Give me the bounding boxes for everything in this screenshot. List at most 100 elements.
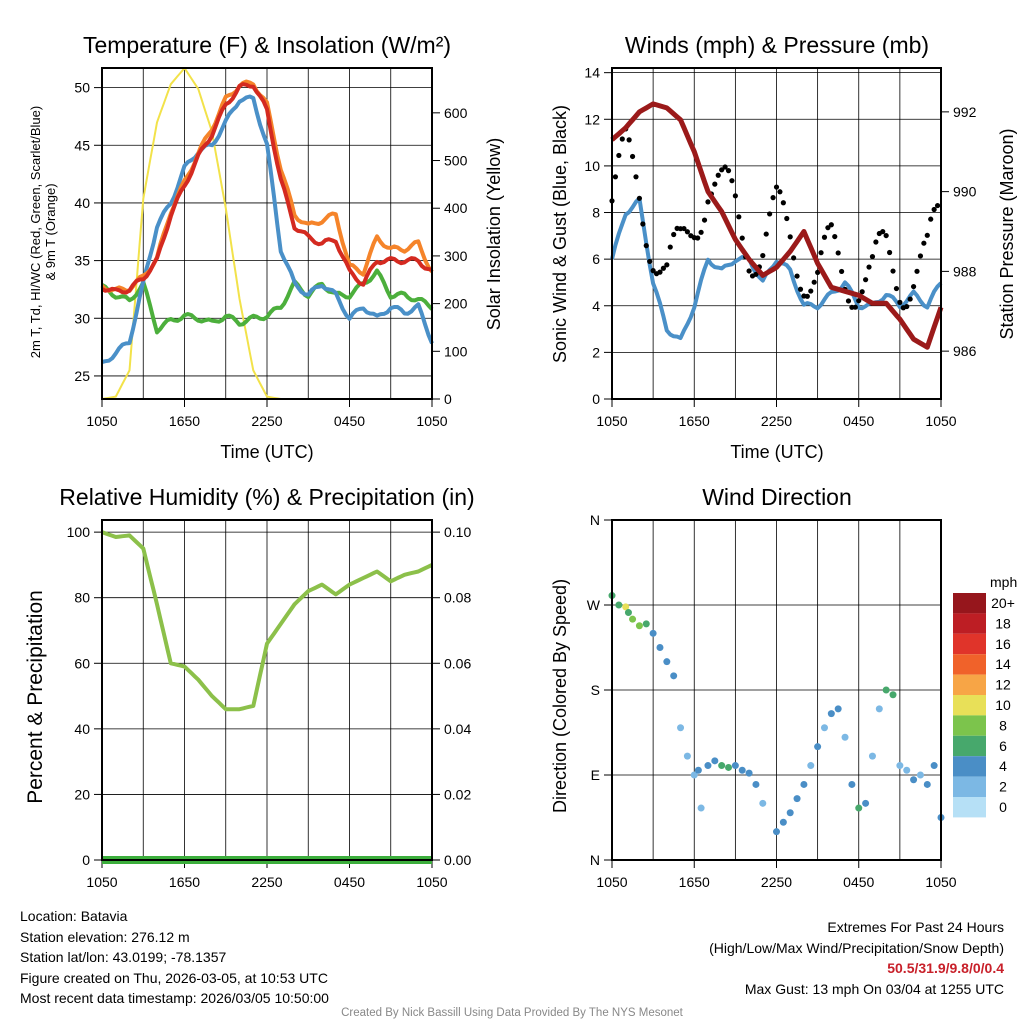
gust-point [893,285,900,292]
legend-label: 12 [995,677,1011,693]
extremes-subtitle: (High/Low/Max Wind/Precipitation/Snow De… [709,939,1004,956]
direction-point [694,766,702,774]
direction-point [916,771,924,779]
direction-point [923,780,931,788]
gust-point [616,152,622,159]
x-tick-label: 1050 [596,874,627,890]
direction-point [629,615,637,623]
y-tick-label: 50 [74,80,90,96]
x-tick-label: 2250 [761,413,792,429]
y-right-tick-label: 0.06 [444,655,471,671]
gust-point [791,255,797,261]
gust-point [907,296,913,302]
gust-point [835,250,841,256]
gust-point [815,269,821,275]
legend-label: 0 [999,799,1007,815]
gust-point [698,229,704,235]
x-tick-label: 2250 [251,874,282,890]
rh-ylabel: Percent & Precipitation [24,590,47,804]
dir-panel-title: Wind Direction [702,484,852,510]
x-tick-label: 1050 [596,413,627,429]
direction-point [663,658,671,666]
gust-point [633,174,639,180]
x-tick-label: 1650 [679,413,710,429]
gust-point [928,216,934,222]
temp-ylabel-right: Solar Insolation (Yellow) [484,138,504,330]
y-right-tick-label: 500 [444,153,468,169]
y-tick-label: 80 [74,590,90,606]
figure-created: Figure created on Thu, 2026-03-05, at 10… [20,969,328,986]
direction-point [779,818,787,826]
y-tick-label: W [587,597,601,613]
gust-point [863,277,869,283]
gust-point [736,214,742,220]
credit: Created By Nick Bassill Using Data Provi… [341,1007,683,1019]
temp-xlabel: Time (UTC) [220,442,313,462]
y-tick-label: 8 [592,205,600,221]
dir-ylabel: Direction (Colored By Speed) [550,579,570,813]
direction-point [690,771,698,779]
direction-point [896,762,904,770]
gust-point [739,235,745,241]
direction-point [903,766,911,774]
y-right-tick-label: 0.04 [444,721,471,737]
wind-panel-title: Winds (mph) & Pressure (mb) [625,32,929,58]
gust-point [719,167,725,173]
gust-point [852,304,858,310]
legend-label: 10 [995,697,1011,713]
y-tick-label: N [590,852,600,868]
direction-point [910,776,918,784]
y-tick-label: 6 [592,251,600,267]
direction-point [731,762,739,770]
temp-ylabel-line1: 2m T, Td, HI/WC (Red, Green, Scarlet/Blu… [28,106,43,358]
y-right-tick-label: 990 [953,184,977,200]
y-tick-label: 14 [584,65,600,81]
direction-point [656,644,664,651]
legend-swatch [953,776,986,797]
y-tick-label: 100 [67,524,91,540]
gust-point [650,268,656,274]
x-tick-label: 1650 [169,413,200,429]
y-right-tick-label: 0.02 [444,786,471,802]
y-right-tick-label: 988 [953,263,977,279]
direction-point [670,672,678,680]
x-tick-label: 0450 [334,874,365,890]
gust-point [897,299,903,305]
station-elevation: Station elevation: 276.12 m [20,928,190,945]
legend-swatch [953,735,986,757]
direction-point [624,609,632,617]
gust-point [657,269,663,275]
legend-label: 4 [999,758,1007,774]
gust-point [725,168,732,174]
gust-point [873,239,879,245]
gust-point [808,288,814,294]
series-station-pressure [610,101,944,350]
direction-point [745,769,753,777]
y-tick-label: 30 [74,310,90,326]
gust-point [856,298,862,304]
gust-point [643,243,649,249]
gust-point [804,293,810,299]
direction-point [635,622,643,630]
y-tick-label: E [591,767,600,783]
gust-point [811,279,817,285]
y-right-tick-label: 300 [444,248,468,264]
gust-point [671,231,677,238]
gust-point [880,229,886,235]
y-right-tick-label: 400 [444,200,468,216]
direction-point [868,752,876,760]
gust-point [770,195,776,201]
gust-point [612,174,619,180]
gust-point [886,249,893,256]
y-right-tick-label: 600 [444,105,468,121]
y-tick-label: 35 [74,253,90,269]
series-dewpoint [101,268,434,335]
legend-label: 2 [999,779,1007,795]
temp-ylabel-line2: & 9m T (Orange) [43,183,58,280]
direction-point [704,762,712,770]
gust-point [729,178,735,184]
direction-point [855,804,863,812]
direction-point [615,601,623,609]
gust-point [684,229,690,235]
station-info: Location: Batavia Station elevation: 276… [20,906,329,1009]
